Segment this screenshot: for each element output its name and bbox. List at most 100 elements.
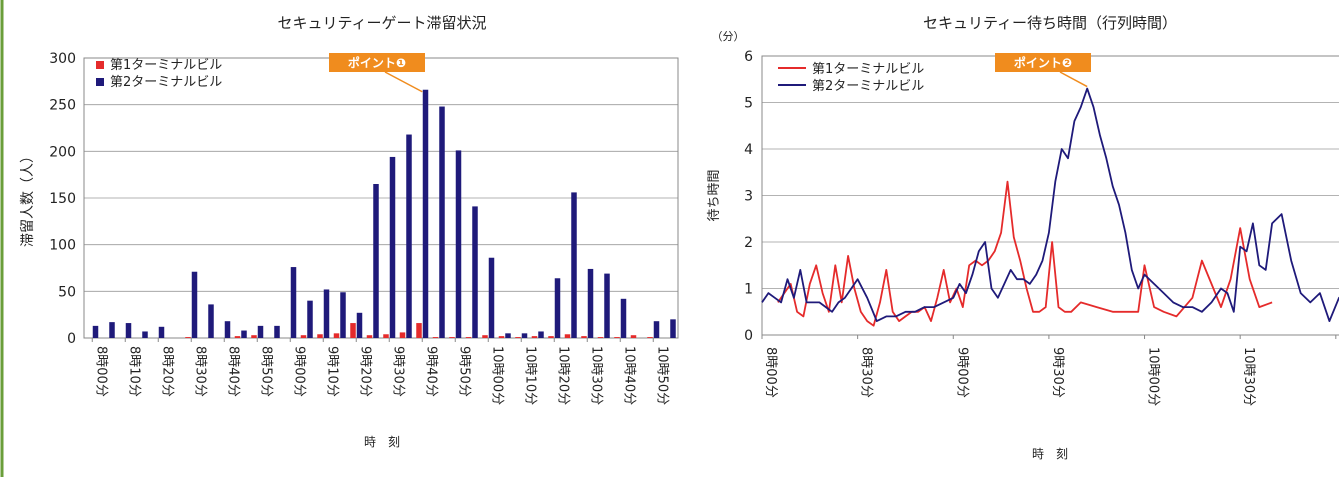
chart-1-bar-t1 (581, 336, 587, 338)
chart-1-bar-t2 (340, 292, 346, 338)
chart-1-bar-t1 (383, 334, 389, 338)
chart-1-bar-t1 (432, 337, 439, 338)
chart-1-bar-t1 (234, 336, 241, 338)
chart-1-legend-swatch (96, 61, 104, 69)
chart-2-y-tick-label: 2 (744, 235, 753, 251)
chart-1-callout-text: ポイント❶ (348, 55, 406, 70)
chart-1-bar-t2 (587, 268, 594, 338)
chart-1-bar-t2 (224, 321, 231, 338)
chart-1-y-axis-label: 滞留人数（人） (20, 149, 36, 247)
chart-1-x-tick-label: 9時30分 (390, 346, 405, 397)
chart-1-x-tick-label: 8時40分 (225, 346, 240, 397)
chart-1-bar-t2 (521, 333, 528, 338)
chart-1-bar-t1 (399, 332, 406, 338)
chart-1-x-tick-label: 10時00分 (489, 346, 504, 405)
chart-1-bar-t2 (472, 206, 478, 338)
chart-1-bar-t2 (620, 298, 627, 338)
chart-1-bar-t1 (416, 323, 422, 338)
chart-1-legend-label: 第1ターミナルビル (110, 58, 222, 73)
chart-1-bar-t2 (488, 257, 495, 338)
chart-1-bar-t2 (505, 333, 511, 338)
chart-1-bar-t1 (630, 335, 637, 338)
chart-1-bar-t2 (653, 321, 660, 338)
chart-1-x-tick-label: 8時30分 (192, 346, 207, 397)
chart-1-bar-t2 (670, 319, 676, 338)
chart-1-bar-t2 (406, 134, 412, 338)
chart-2-x-tick-label: 10時00分 (1146, 347, 1161, 406)
chart-2-lines (761, 87, 1339, 327)
chart-2-y-tick-label: 6 (744, 49, 753, 65)
chart-2-line: セキュリティー待ち時間（行列時間） （分） 0 1 2 3 4 5 6 8時00分 8時30分… (707, 14, 1339, 461)
chart-1-bar-t1 (251, 335, 257, 338)
chart-1-annotation: ポイント❶ (329, 53, 425, 93)
chart-1-x-tick-label: 8時50分 (258, 346, 273, 397)
chart-2-x-axis-label: 時 刻 (1032, 447, 1068, 461)
chart-2-annotation: ポイント❷ (995, 53, 1091, 88)
chart-1-bar-t2 (125, 323, 132, 338)
chart-1-y-tick-label: 100 (49, 238, 76, 254)
chart-1-legend-label: 第2ターミナルビル (110, 75, 222, 90)
chart-1-bar-t1 (449, 337, 455, 338)
chart-1-x-tick-label: 10時10分 (522, 346, 537, 405)
chart-1-bar-t1 (647, 337, 653, 338)
chart-1-y-tick-label: 150 (49, 191, 76, 207)
chart-1-bar-t2 (389, 156, 396, 338)
chart-1-bar-t1 (300, 335, 307, 338)
chart-1-bar-t1 (317, 334, 323, 338)
chart-1-x-tick-label: 9時20分 (357, 346, 372, 397)
chart-1-bar-t1 (564, 334, 571, 338)
chart-2-y-tick-label: 4 (744, 142, 753, 158)
chart-1-y-ticks: 0 50 100 150 200 250 300 (49, 51, 76, 347)
chart-2-x-tick-label: 9時30分 (1050, 347, 1065, 398)
chart-1-bar-t2 (290, 267, 297, 338)
chart-1-bar-t2 (554, 278, 561, 338)
chart-2-x-tick-label: 10時30分 (1241, 347, 1256, 406)
chart-1-bar-t1 (185, 337, 191, 338)
chart-1-y-tick-label: 0 (67, 331, 76, 347)
chart-1-callout-pointer (384, 71, 423, 93)
chart-1-bar-t1 (614, 337, 620, 338)
chart-1-bar-t2 (191, 271, 198, 338)
chart-1-bar-t1 (333, 333, 340, 338)
chart-1-bar-t1 (597, 337, 604, 338)
chart-1-bar-t1 (465, 337, 472, 338)
chart-1-x-tick-label: 9時10分 (324, 346, 339, 397)
chart-2-y-axis-label: 待ち時間 (707, 169, 722, 221)
chart-1-y-tick-label: 250 (49, 98, 76, 114)
chart-2-x-tick-label: 8時30分 (859, 347, 874, 398)
chart-1-title: セキュリティーゲート滞留状況 (277, 14, 486, 32)
chart-1-bar-t2 (455, 150, 462, 338)
chart-2-callout-box (995, 53, 1091, 72)
chart-2-line-t2 (761, 87, 1339, 323)
chart-1-x-axis-label: 時 刻 (364, 435, 400, 449)
chart-1-x-tick-label: 9時50分 (456, 346, 471, 397)
chart-1-x-tick-label: 10時20分 (555, 346, 570, 405)
chart-1-bar-t2 (257, 325, 264, 338)
chart-2-y-tick-label: 3 (744, 189, 753, 205)
chart-1-bar-t2 (142, 331, 148, 338)
chart-2-callout-pointer (1059, 71, 1088, 88)
chart-2-legend-label: 第2ターミナルビル (812, 79, 924, 94)
chart-2-x-tick-label: 9時00分 (954, 347, 969, 398)
chart-2-callout-text: ポイント❷ (1014, 55, 1072, 70)
chart-1-bar-t1 (350, 323, 356, 338)
chart-1-bar-t2 (208, 304, 214, 338)
chart-1-bar-t2 (109, 322, 115, 338)
chart-2-y-tick-label: 1 (744, 282, 753, 298)
chart-2-line-t1 (777, 180, 1273, 327)
chart-2-x-tick-label: 11時00分 (1337, 347, 1339, 406)
chart-1-x-tick-label: 9時00分 (291, 346, 306, 397)
chart-1-x-ticks: 8時00分 8時10分 8時20分 8時30分 8時40分 8時50分 9時00分 9時10分… (91, 338, 669, 405)
chart-2-y-unit: （分） (712, 30, 745, 43)
chart-1-bar-t2 (571, 192, 577, 338)
chart-1-bar-t2 (439, 106, 445, 339)
chart-1-x-tick-label: 8時00分 (93, 346, 108, 397)
chart-1-bar-t1 (498, 336, 505, 338)
chart-1-bar-t1 (482, 335, 488, 338)
chart-1-bar-t1 (515, 337, 521, 338)
chart-1-bar-t1 (548, 336, 554, 338)
